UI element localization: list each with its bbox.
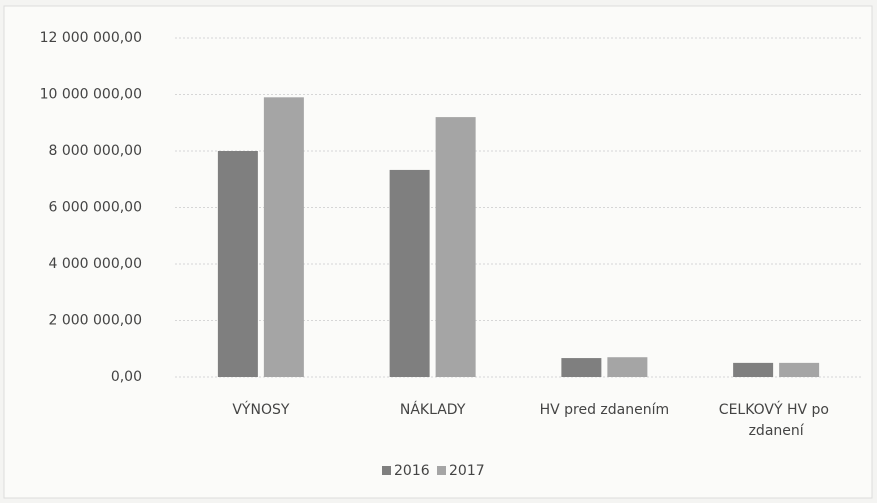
- x-tick-label: NÁKLADY: [400, 401, 466, 418]
- x-tick-label: HV pred zdanením: [540, 402, 670, 418]
- bar: [217, 151, 258, 377]
- y-tick-label: 10 000 000,00: [40, 87, 142, 103]
- legend-label: 2017: [449, 463, 485, 479]
- bar: [263, 97, 304, 377]
- bar: [389, 169, 430, 377]
- bar: [561, 358, 602, 377]
- y-tick-label: 0,00: [111, 369, 142, 385]
- y-tick-label: 12 000 000,00: [40, 30, 142, 46]
- y-tick-label: 6 000 000,00: [48, 200, 142, 216]
- x-tick-label: CELKOVÝ HV po zdanení: [719, 401, 834, 439]
- legend-swatch: [437, 466, 446, 475]
- y-tick-label: 4 000 000,00: [48, 256, 142, 272]
- y-tick-label: 2 000 000,00: [48, 313, 142, 329]
- bar: [779, 362, 820, 377]
- legend-label: 2016: [394, 463, 430, 479]
- y-tick-label: 8 000 000,00: [48, 143, 142, 159]
- bar: [733, 362, 774, 377]
- bar: [435, 117, 476, 377]
- bar: [607, 357, 648, 377]
- legend-swatch: [382, 466, 391, 475]
- x-tick-label: VÝNOSY: [232, 401, 290, 418]
